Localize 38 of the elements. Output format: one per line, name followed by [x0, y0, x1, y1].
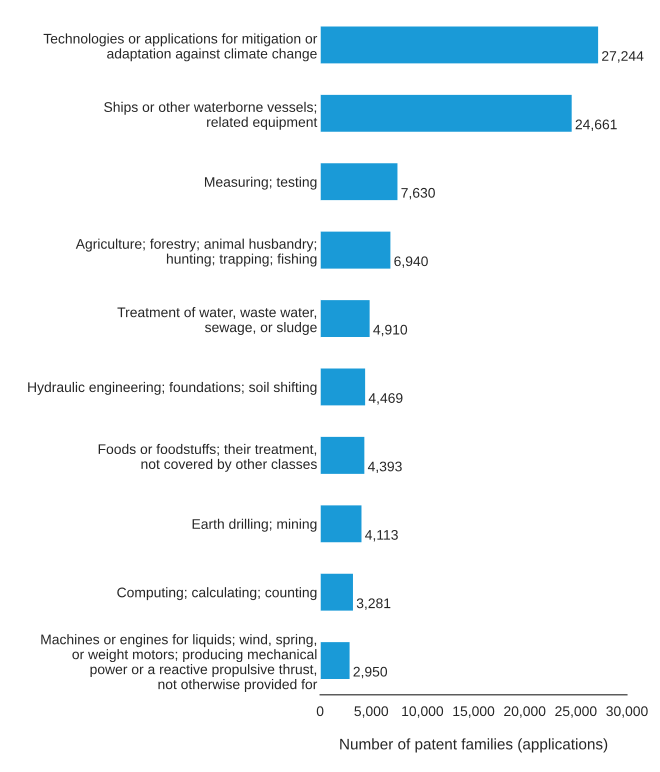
bar: [320, 230, 392, 270]
x-tick-label: 15,000: [453, 706, 494, 718]
bar: [320, 504, 363, 544]
y-tick-label: Measuring; testing: [204, 176, 316, 190]
x-axis-title: Number of patent families (applications): [340, 738, 608, 753]
data-label: 4,393: [368, 462, 402, 474]
bar: [320, 93, 574, 134]
data-label: 6,940: [394, 256, 428, 268]
y-tick-label: Computing; calculating; counting: [117, 587, 316, 600]
x-tick-label: 25,000: [555, 706, 597, 718]
y-tick-label: Foods or foodstuffs; their treatment, not covered by other classes: [98, 444, 317, 472]
bar: [320, 640, 351, 680]
data-label: 2,950: [354, 666, 388, 678]
x-tick-label: 20,000: [504, 706, 546, 718]
data-label: 3,281: [356, 598, 390, 610]
data-label: 4,469: [368, 393, 402, 405]
y-tick-label: Machines or engines for liquids; wind, spring, or weight motors; producing mechanical power or a reactive propulsive thrust, not otherwise provided for: [41, 634, 318, 692]
y-tick-label: Technologies or applications for mitigation or adaptation against climate change: [44, 33, 318, 62]
data-label: 4,113: [365, 530, 398, 542]
x-tick-label: 10,000: [402, 706, 444, 718]
bar: [320, 367, 367, 407]
bar: [320, 436, 366, 476]
y-tick-label: Earth drilling; mining: [192, 518, 316, 532]
bar: [320, 572, 354, 612]
bar: [320, 298, 372, 338]
y-tick-label: Ships or other waterborne vessels; related equipment: [104, 102, 318, 130]
y-tick-label: Hydraulic engineering; foundations; soil shifting: [28, 382, 316, 395]
bar: [320, 25, 600, 65]
data-label: 27,244: [602, 51, 644, 63]
data-label: 24,661: [576, 120, 617, 131]
bar: [320, 162, 399, 202]
data-label: 4,910: [373, 324, 408, 336]
x-tick-label: 5,000: [354, 706, 388, 718]
x-tick-label: 0: [316, 706, 324, 716]
y-tick-label: Agriculture; forestry; animal husbandry; hunting; trapping; fishing: [76, 238, 316, 267]
data-label: 7,630: [401, 188, 435, 200]
y-tick-label: Treatment of water, waste water, sewage, or sludge: [117, 307, 317, 335]
x-tick-label: 30,000: [606, 706, 648, 718]
